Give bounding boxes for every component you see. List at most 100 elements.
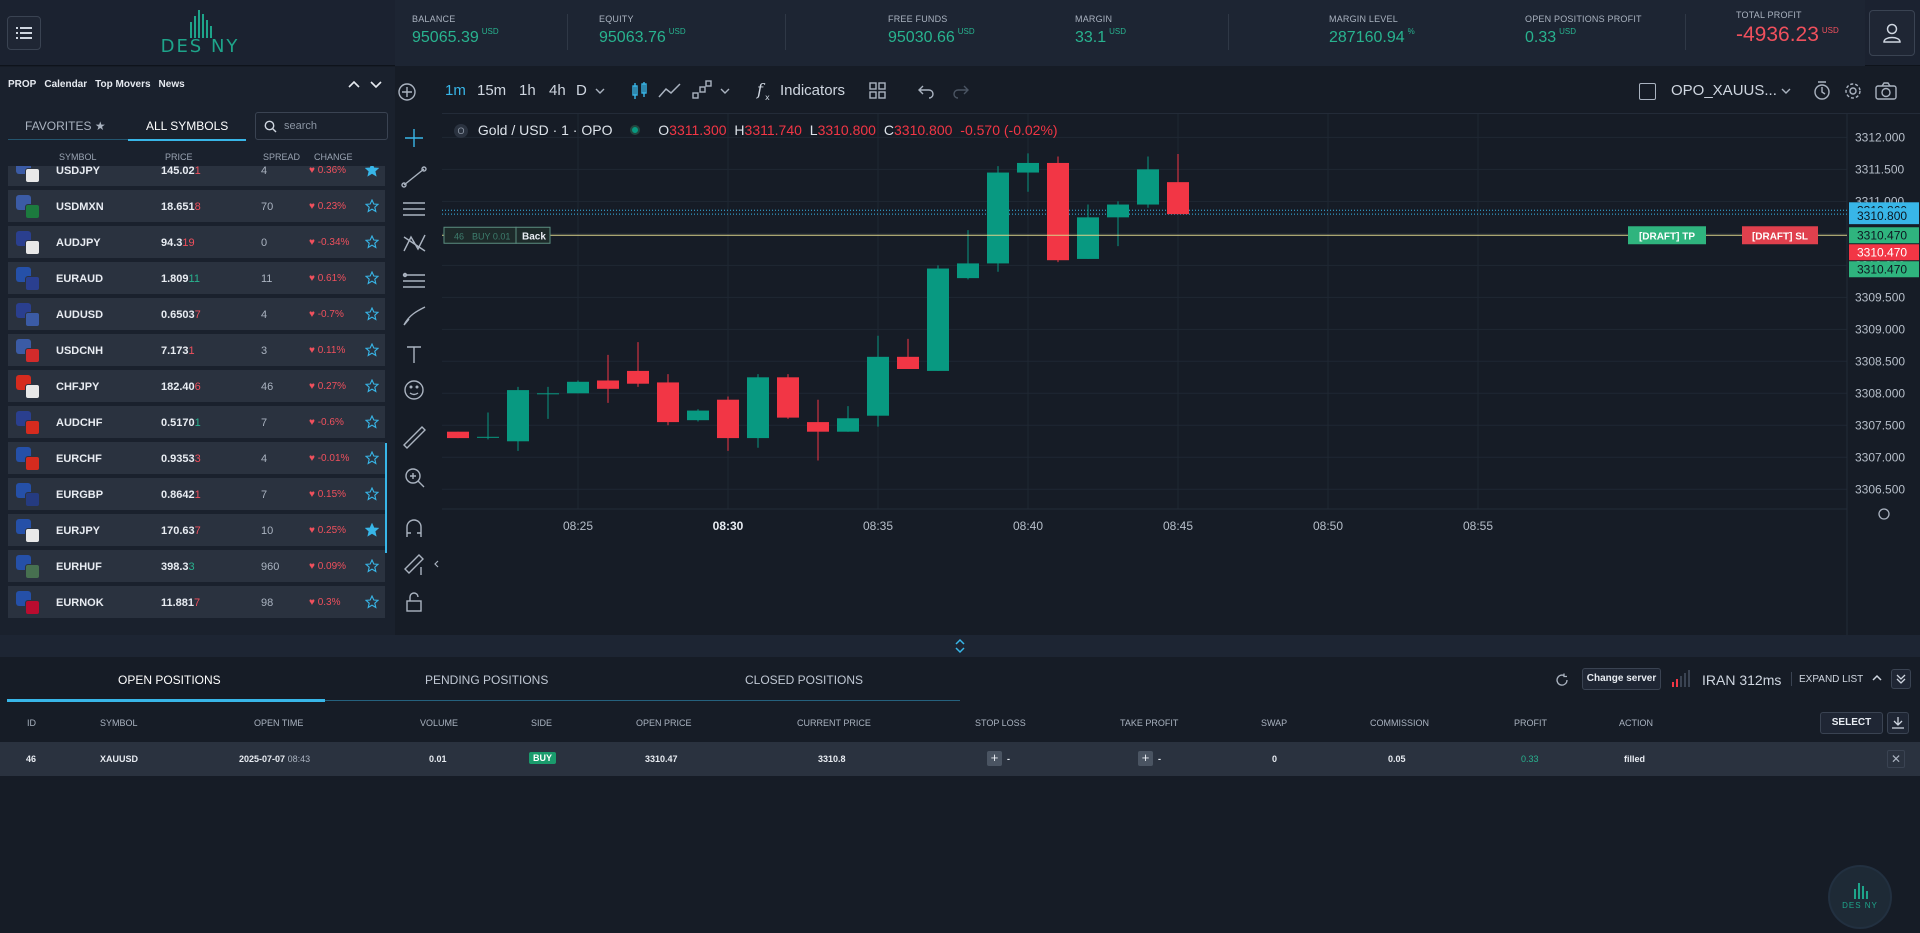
collapse-panel-button[interactable] <box>1891 669 1911 689</box>
axis-settings-icon[interactable] <box>1878 508 1890 520</box>
list-item[interactable]: EURHUF 398.33 960 ♥ 0.09% <box>8 550 385 584</box>
nav-link-prop[interactable]: PROP <box>8 79 37 90</box>
panel-divider[interactable] <box>0 635 1920 657</box>
user-button[interactable] <box>1869 10 1915 56</box>
favorite-star-icon[interactable] <box>365 559 379 573</box>
collapse-toolbar-icon[interactable] <box>434 560 439 568</box>
tab-open-positions[interactable]: OPEN POSITIONS <box>118 673 221 687</box>
chevron-down-icon[interactable] <box>1780 87 1792 95</box>
compare-icon[interactable] <box>692 80 712 100</box>
list-item[interactable]: AUDCHF 0.51701 7 ♥ -0.6% <box>8 406 385 440</box>
refresh-icon[interactable] <box>1555 673 1569 687</box>
indicators-button[interactable]: Indicators <box>780 82 846 99</box>
chart-canvas[interactable]: 3312.0003311.5003311.0003310.5003310.000… <box>442 114 1920 635</box>
expand-list-button[interactable]: EXPAND LIST <box>1799 674 1864 685</box>
favorite-star-icon[interactable] <box>365 415 379 429</box>
timeframe-d[interactable]: D <box>576 82 587 99</box>
table-row[interactable]: 46 XAUUSD 2025-07-07 08:43 0.01 BUY 3310… <box>0 742 1920 776</box>
timeframe-1h[interactable]: 1h <box>519 82 536 99</box>
list-item[interactable]: EURJPY 170.637 10 ♥ 0.25% <box>8 514 385 548</box>
download-button[interactable] <box>1887 712 1909 734</box>
magnet-icon[interactable] <box>406 519 422 537</box>
trend-line-icon[interactable] <box>401 166 427 188</box>
crosshair-icon[interactable] <box>405 129 423 147</box>
layout-icon[interactable] <box>869 82 887 100</box>
add-stop-loss-button[interactable]: + <box>987 751 1002 766</box>
favorite-star-icon[interactable] <box>365 271 379 285</box>
redo-icon[interactable] <box>952 83 970 99</box>
symbol-price: 0.86421 <box>161 489 201 501</box>
scrollbar-thumb[interactable] <box>385 443 387 553</box>
lock-icon[interactable] <box>406 592 422 612</box>
y-tick-label: 3306.500 <box>1855 482 1905 496</box>
list-item[interactable]: EURGBP 0.86421 7 ♥ 0.15% <box>8 478 385 512</box>
currency-flag-icon <box>16 231 40 255</box>
list-item[interactable]: USDJPY 145.021 4 ♥ 0.36% <box>8 166 385 188</box>
change-server-button[interactable]: Change server <box>1582 668 1661 690</box>
line-chart-icon[interactable] <box>658 81 682 101</box>
favorite-star-icon[interactable] <box>365 451 379 465</box>
position-tag-label: BUY 0.01 <box>472 231 510 241</box>
checkbox[interactable] <box>1639 83 1656 100</box>
chevron-down-icon[interactable] <box>594 87 606 95</box>
close-position-button[interactable]: ✕ <box>1887 750 1905 768</box>
expand-panel-icon[interactable] <box>953 638 967 654</box>
list-item[interactable]: CHFJPY 182.406 46 ♥ 0.27% <box>8 370 385 404</box>
timeframe-4h[interactable]: 4h <box>549 82 566 99</box>
favorite-star-icon[interactable] <box>365 523 379 537</box>
list-item[interactable]: EURCHF 0.93533 4 ♥ -0.01% <box>8 442 385 476</box>
nav-link-news[interactable]: News <box>158 79 185 90</box>
favorite-star-icon[interactable] <box>365 343 379 357</box>
timeframe-15m[interactable]: 15m <box>477 82 507 99</box>
list-item[interactable]: EURAUD 1.80911 11 ♥ 0.61% <box>8 262 385 296</box>
favorite-star-icon[interactable] <box>365 166 379 177</box>
add-icon[interactable] <box>398 83 416 101</box>
camera-icon[interactable] <box>1875 82 1897 100</box>
price-chart[interactable]: 3312.0003311.5003311.0003310.5003310.000… <box>442 114 1920 635</box>
list-item[interactable]: AUDUSD 0.65037 4 ♥ -0.7% <box>8 298 385 332</box>
legend-low: 3310.800 <box>817 122 876 138</box>
emoji-icon[interactable] <box>404 380 424 400</box>
favorite-star-icon[interactable] <box>365 487 379 501</box>
projection-icon[interactable] <box>402 272 425 288</box>
nav-link-top-movers[interactable]: Top Movers <box>95 79 151 90</box>
position-side-badge: BUY <box>529 752 557 764</box>
tab-all-symbols[interactable]: ALL SYMBOLS <box>128 115 246 141</box>
tab-closed-positions[interactable]: CLOSED POSITIONS <box>745 673 864 687</box>
tab-pending-positions[interactable]: PENDING POSITIONS <box>425 673 549 687</box>
list-item[interactable]: AUDJPY 94.319 0 ♥ -0.34% <box>8 226 385 260</box>
add-take-profit-button[interactable]: + <box>1138 751 1153 766</box>
favorite-star-icon[interactable] <box>365 595 379 609</box>
tab-favorites[interactable]: FAVORITES ★ <box>25 119 106 133</box>
ruler-icon[interactable] <box>403 426 426 449</box>
menu-button[interactable] <box>7 16 41 50</box>
favorite-star-icon[interactable] <box>365 379 379 393</box>
brush-icon[interactable] <box>403 306 426 326</box>
list-item[interactable]: USDMXN 18.6518 70 ♥ 0.23% <box>8 190 385 224</box>
favorite-star-icon[interactable] <box>365 307 379 321</box>
search-input[interactable]: search <box>255 112 388 140</box>
lock-drawing-icon[interactable] <box>404 554 424 575</box>
pattern-icon[interactable] <box>403 234 426 252</box>
candles-icon[interactable] <box>630 81 650 101</box>
text-icon[interactable] <box>407 346 421 363</box>
symbol-select[interactable]: OPO_XAUUS... <box>1671 82 1777 99</box>
gear-icon[interactable] <box>1843 81 1863 101</box>
chevron-up-icon[interactable] <box>1871 673 1883 683</box>
list-item[interactable]: USDCNH 7.1731 3 ♥ 0.11% <box>8 334 385 368</box>
favorite-star-icon[interactable] <box>365 235 379 249</box>
fib-icon[interactable] <box>403 202 425 216</box>
undo-icon[interactable] <box>917 83 935 99</box>
select-button[interactable]: SELECT <box>1820 712 1883 734</box>
favorite-star-icon[interactable] <box>365 199 379 213</box>
replay-icon[interactable] <box>1812 81 1832 101</box>
chevron-down-icon[interactable] <box>719 87 731 95</box>
nav-link-calendar[interactable]: Calendar <box>44 79 88 90</box>
collapse-expand-icons[interactable] <box>347 78 387 90</box>
floating-logo-button[interactable]: DES NY <box>1830 867 1890 927</box>
list-item[interactable]: EURNOK 11.8817 98 ♥ 0.3% <box>8 586 385 620</box>
zoom-in-icon[interactable] <box>405 468 425 488</box>
timeframe-1m[interactable]: 1m <box>445 82 466 99</box>
